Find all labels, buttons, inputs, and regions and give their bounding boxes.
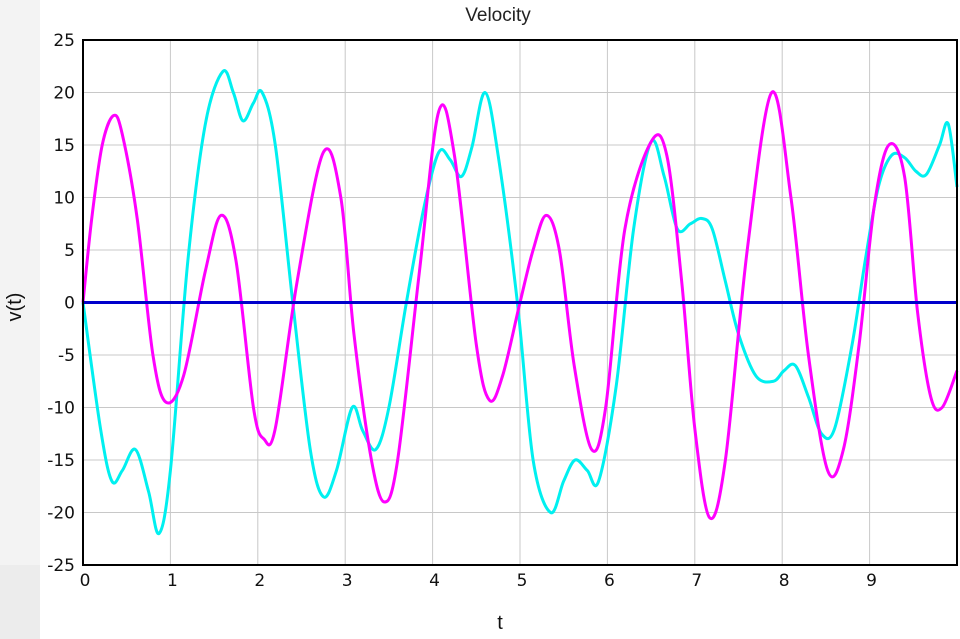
x-tick-label: 4 [429,571,440,591]
series-group [81,69,959,536]
chart-title: Velocity [465,5,531,26]
y-tick-label: 5 [64,241,75,261]
plot-frame [82,39,958,566]
x-tick-label: 6 [604,571,615,591]
y-axis-label: v(t) [4,293,26,322]
x-tick-label: 2 [254,571,265,591]
x-tick-label: 7 [691,571,702,591]
y-tick-label: -10 [47,399,75,419]
x-axis-label: t [497,612,503,634]
y-tick-labels: 25 20 15 10 5 0 -5 -10 -15 -20 -25 [47,31,75,576]
y-tick-label: 15 [53,136,75,156]
x-tick-labels: 0 1 2 3 4 5 6 7 8 9 [80,571,877,591]
left-margin-band [0,0,40,639]
y-tick-label: 20 [53,84,75,104]
y-tick-label: -5 [58,346,75,366]
x-tick-label: 5 [517,571,528,591]
y-tick-label: -20 [47,504,75,524]
x-tick-label: 1 [167,571,178,591]
x-tick-label: 8 [779,571,790,591]
y-tick-label: 25 [53,31,75,51]
y-tick-label: 0 [64,294,75,314]
bottom-left-margin-band [0,565,40,639]
x-tick-label: 0 [80,571,91,591]
y-tick-label: -15 [47,451,75,471]
x-tick-label: 3 [342,571,353,591]
y-tick-label: -25 [47,556,75,576]
x-tick-label: 9 [866,571,877,591]
y-tick-label: 10 [53,189,75,209]
